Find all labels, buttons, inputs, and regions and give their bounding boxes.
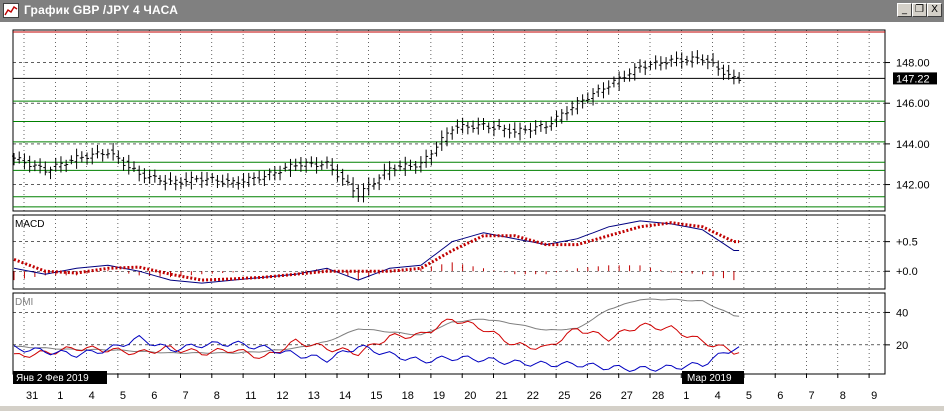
dmi-panel-frame bbox=[12, 292, 886, 375]
price-grid bbox=[13, 62, 885, 185]
dmi-axis: 40 20 bbox=[885, 307, 908, 352]
time-tick-label: 8 bbox=[840, 390, 846, 402]
window-title: График GBP /JPY 4 ЧАСА bbox=[24, 3, 179, 17]
close-button[interactable]: X bbox=[927, 3, 942, 17]
macd-lines bbox=[13, 220, 740, 284]
month-marker-mar-label: Мар 2019 bbox=[687, 373, 732, 384]
minimize-button[interactable]: _ bbox=[897, 3, 912, 17]
dmi-lines bbox=[13, 298, 740, 373]
time-tick-label: 26 bbox=[589, 390, 601, 402]
time-axis: 31 1 4 5 6 7 8 11 12 13 14 15 18 19 20 21 22 25 26 27 28 1 4 5 6… bbox=[23, 374, 877, 402]
time-tick-label: 27 bbox=[621, 390, 633, 402]
time-tick-label: 6 bbox=[151, 390, 157, 402]
time-tick-label: 18 bbox=[402, 390, 414, 402]
vertical-grid bbox=[23, 30, 870, 374]
time-tick-label: 4 bbox=[715, 390, 721, 402]
price-bars bbox=[12, 50, 742, 203]
restore-button[interactable]: ❐ bbox=[912, 3, 927, 17]
macd-grid bbox=[13, 241, 885, 272]
time-tick-label: 7 bbox=[183, 390, 189, 402]
time-tick-label: 7 bbox=[809, 390, 815, 402]
month-marker-mar bbox=[682, 371, 744, 384]
time-tick-label: 19 bbox=[433, 390, 445, 402]
title-bar[interactable]: График GBP /JPY 4 ЧАСА _ ❐ X bbox=[0, 0, 944, 23]
dmi-label: DMI bbox=[15, 297, 33, 308]
time-tick-label: 1 bbox=[57, 390, 63, 402]
chart-window-icon[interactable] bbox=[3, 3, 19, 18]
time-tick-label: 8 bbox=[214, 390, 220, 402]
price-tick-label: 148.00 bbox=[896, 58, 930, 70]
dmi-plus-line bbox=[13, 318, 740, 359]
time-tick-label: 13 bbox=[308, 390, 320, 402]
chart-area[interactable]: 148.00 146.00 144.00 142.00 147.22 MACD +0.… bbox=[0, 22, 944, 406]
time-tick-label: 28 bbox=[652, 390, 664, 402]
time-tick-label: 5 bbox=[120, 390, 126, 402]
current-price-box bbox=[893, 72, 937, 85]
dmi-adx-line bbox=[13, 298, 740, 354]
macd-tick-label: +0.5 bbox=[896, 237, 918, 249]
time-tick-label: 15 bbox=[370, 390, 382, 402]
current-price-label: 147.22 bbox=[896, 73, 930, 85]
macd-panel-frame bbox=[12, 214, 886, 290]
time-tick-label: 14 bbox=[339, 390, 351, 402]
price-tick-label: 146.00 bbox=[896, 98, 930, 110]
time-tick-label: 31 bbox=[26, 390, 38, 402]
price-tick-label: 144.00 bbox=[896, 139, 930, 151]
time-tick-label: 22 bbox=[527, 390, 539, 402]
time-tick-label: 20 bbox=[464, 390, 476, 402]
time-tick-label: 25 bbox=[558, 390, 570, 402]
time-tick-label: 5 bbox=[746, 390, 752, 402]
price-panel-frame bbox=[12, 29, 886, 212]
macd-tick-label: +0.0 bbox=[896, 266, 918, 278]
chart-canvas[interactable]: 148.00 146.00 144.00 142.00 147.22 MACD +0.… bbox=[0, 22, 944, 406]
macd-label: MACD bbox=[15, 219, 44, 230]
level-lines bbox=[13, 31, 885, 208]
time-tick-label: 4 bbox=[89, 390, 95, 402]
macd-main-line bbox=[13, 220, 740, 284]
price-axis: 148.00 146.00 144.00 142.00 bbox=[885, 58, 930, 192]
price-tick-label: 142.00 bbox=[896, 180, 930, 192]
time-tick-label: 11 bbox=[245, 390, 256, 402]
time-tick-label: 9 bbox=[871, 390, 877, 402]
time-tick-label: 21 bbox=[496, 390, 508, 402]
macd-axis: +0.5 +0.0 bbox=[885, 237, 918, 278]
dmi-tick-label: 20 bbox=[896, 340, 908, 352]
dmi-tick-label: 40 bbox=[896, 307, 908, 319]
time-tick-label: 6 bbox=[777, 390, 783, 402]
month-marker-feb bbox=[13, 371, 107, 384]
time-tick-label: 1 bbox=[683, 390, 689, 402]
macd-histogram bbox=[13, 262, 735, 281]
time-tick-label: 12 bbox=[276, 390, 288, 402]
dmi-minus-line bbox=[13, 334, 740, 373]
month-marker-feb-label: Янв 2 Фев 2019 bbox=[16, 373, 89, 384]
